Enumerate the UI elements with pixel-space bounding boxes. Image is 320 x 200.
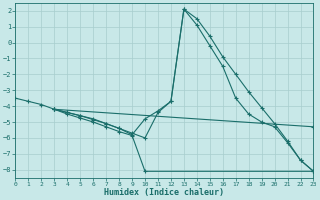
X-axis label: Humidex (Indice chaleur): Humidex (Indice chaleur) bbox=[104, 188, 224, 197]
